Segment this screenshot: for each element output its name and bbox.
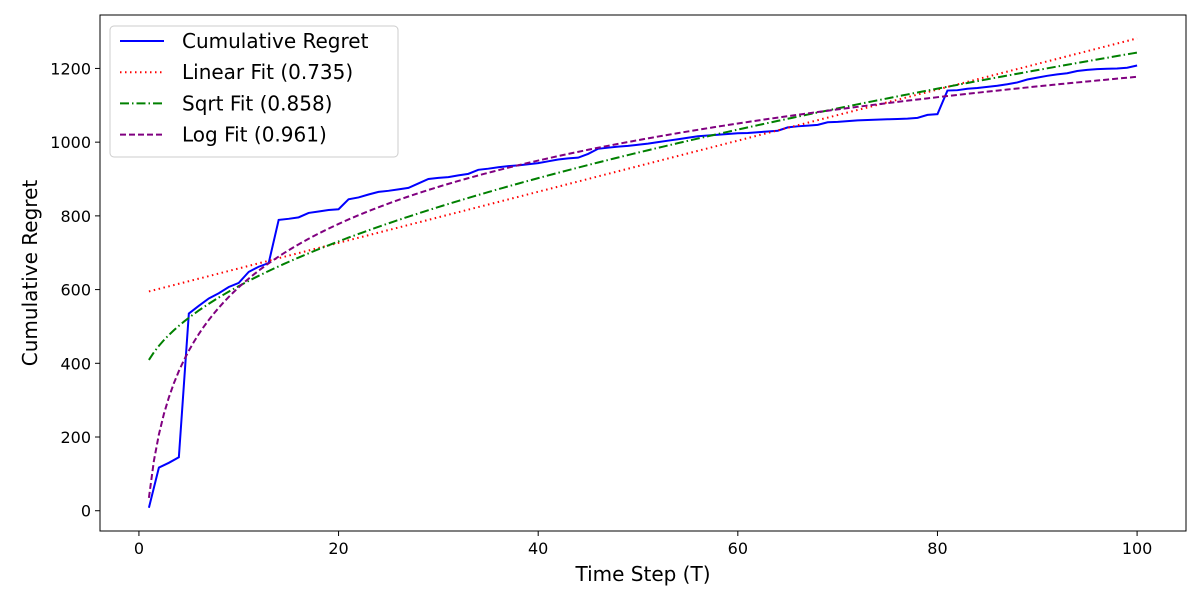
y-tick-label: 800 xyxy=(60,207,91,226)
x-tick-label: 80 xyxy=(927,539,947,558)
y-tick-label: 400 xyxy=(60,354,91,373)
series-line-linear-fit-0-735 xyxy=(148,37,1138,293)
x-axis-label: Time Step (T) xyxy=(574,562,710,586)
series-line-log-fit-0-961 xyxy=(147,75,1138,498)
legend-label: Cumulative Regret xyxy=(182,29,369,53)
series-line-cumulative-regret xyxy=(147,64,1138,509)
x-axis-ticks: 0 20 40 60 80 100 xyxy=(134,531,1153,558)
x-tick-label: 20 xyxy=(328,539,348,558)
y-axis-label: Cumulative Regret xyxy=(18,180,42,367)
series-line-sqrt-fit-0-858 xyxy=(148,51,1138,361)
x-tick-label: 40 xyxy=(528,539,548,558)
legend: Cumulative Regret Linear Fit (0.735) Sqrt … xyxy=(109,25,399,158)
legend-label: Linear Fit (0.735) xyxy=(182,60,353,84)
y-tick-label: 0 xyxy=(81,502,91,521)
plot-frame xyxy=(99,14,1187,532)
legend-label: Sqrt Fit (0.858) xyxy=(182,91,332,115)
y-tick-label: 1200 xyxy=(50,59,91,78)
y-tick-label: 200 xyxy=(60,428,91,447)
y-tick-label: 600 xyxy=(60,281,91,300)
x-tick-label: 60 xyxy=(728,539,748,558)
x-tick-label: 0 xyxy=(134,539,144,558)
legend-box xyxy=(109,25,399,158)
legend-label: Log Fit (0.961) xyxy=(182,123,327,147)
x-tick-label: 100 xyxy=(1122,539,1153,558)
plot-lines xyxy=(147,37,1138,509)
y-axis-ticks: 0 200 400 600 800 1000 1200 xyxy=(50,59,100,521)
y-tick-label: 1000 xyxy=(50,133,91,152)
